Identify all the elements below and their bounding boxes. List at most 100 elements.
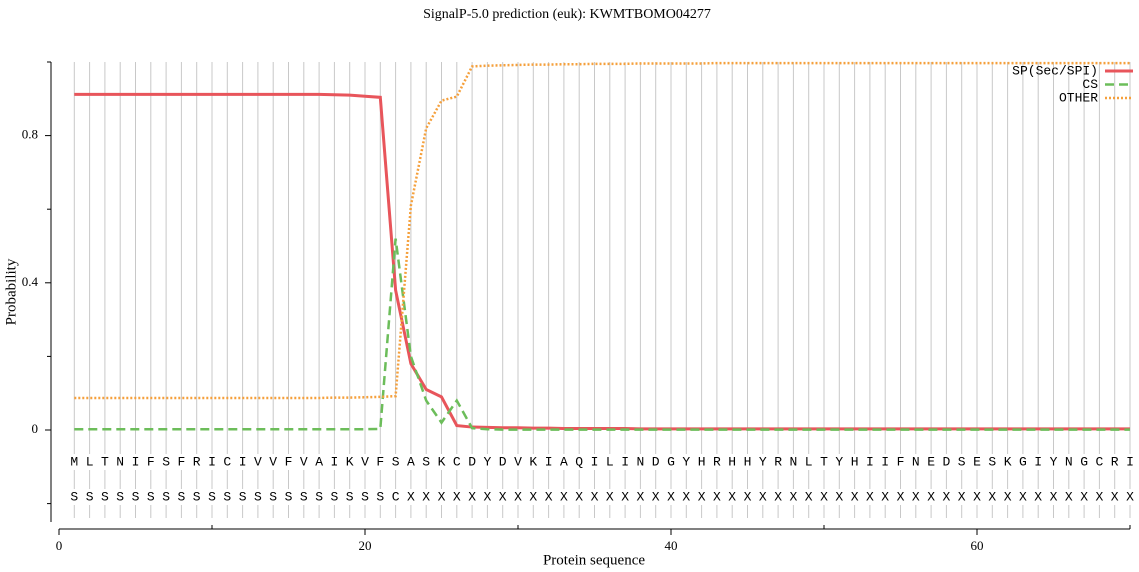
text-bg — [161, 489, 172, 505]
text-bg — [696, 454, 707, 470]
y-axis-label: Probability — [3, 258, 19, 325]
text-bg — [711, 489, 722, 505]
text-bg — [864, 454, 875, 470]
residue: Y — [483, 454, 491, 469]
residue-label: X — [1004, 489, 1012, 504]
text-bg — [99, 454, 110, 470]
series-line — [74, 92, 1130, 431]
text-bg — [283, 454, 294, 470]
text-bg — [237, 489, 248, 505]
residue: R — [193, 454, 201, 469]
residue: A — [315, 454, 323, 469]
y-tick-label: 0.8 — [22, 127, 38, 142]
residue-label: X — [545, 489, 553, 504]
residue-label: S — [239, 489, 247, 504]
text-bg — [436, 489, 447, 505]
residue-label: X — [453, 489, 461, 504]
text-bg — [543, 489, 554, 505]
text-bg — [1094, 489, 1105, 505]
text-bg — [941, 489, 952, 505]
residue-label: X — [973, 489, 981, 504]
residue: N — [789, 454, 797, 469]
residue: G — [667, 454, 675, 469]
text-bg — [727, 454, 738, 470]
residue: Q — [575, 454, 583, 469]
text-bg — [1033, 454, 1044, 470]
residue: I — [1126, 454, 1134, 469]
residue-label: X — [988, 489, 996, 504]
text-bg — [910, 454, 921, 470]
residue-label: X — [851, 489, 859, 504]
text-bg — [972, 489, 982, 505]
residue: S — [958, 454, 966, 469]
residue-label: X — [881, 489, 889, 504]
text-bg — [773, 454, 784, 470]
text-bg — [482, 454, 493, 470]
residue-label: X — [636, 489, 644, 504]
text-bg — [99, 489, 110, 505]
residue: K — [1004, 454, 1012, 469]
residue: I — [239, 454, 247, 469]
residue-label: X — [912, 489, 920, 504]
text-bg — [987, 489, 998, 505]
legend-label: SP(Sec/SPI) — [1012, 63, 1098, 78]
residue-label: X — [560, 489, 568, 504]
residue: M — [70, 454, 78, 469]
text-bg — [528, 454, 539, 470]
residue: Y — [759, 454, 767, 469]
text-bg — [880, 454, 891, 470]
residue-label: S — [361, 489, 369, 504]
text-bg — [1125, 489, 1135, 505]
text-bg — [849, 454, 860, 470]
text-bg — [681, 489, 692, 505]
text-bg — [375, 454, 386, 470]
residue: G — [1080, 454, 1088, 469]
residue-label: X — [1126, 489, 1134, 504]
residue-label: X — [866, 489, 874, 504]
text-bg — [436, 454, 447, 470]
text-bg — [941, 454, 952, 470]
text-bg — [1125, 454, 1135, 470]
residue: H — [851, 454, 859, 469]
text-bg — [314, 454, 325, 470]
residue: R — [1111, 454, 1119, 469]
text-bg — [161, 454, 172, 470]
text-bg — [1048, 454, 1059, 470]
text-bg — [283, 489, 294, 505]
residue: D — [468, 454, 476, 469]
y-tick-label: 0.4 — [22, 274, 39, 289]
text-bg — [574, 454, 585, 470]
residue-label: X — [774, 489, 782, 504]
text-bg — [451, 489, 462, 505]
residue: N — [1065, 454, 1073, 469]
text-bg — [543, 454, 554, 470]
text-bg — [742, 489, 753, 505]
residue: L — [606, 454, 614, 469]
residue: I — [866, 454, 874, 469]
text-bg — [910, 489, 921, 505]
residue: F — [376, 454, 384, 469]
text-bg — [1063, 489, 1074, 505]
text-bg — [467, 454, 478, 470]
residue-label: S — [70, 489, 78, 504]
residue: I — [621, 454, 629, 469]
text-bg — [84, 454, 95, 470]
text-bg — [1079, 454, 1090, 470]
residue-label: X — [897, 489, 905, 504]
text-bg — [803, 454, 814, 470]
text-bg — [1109, 454, 1120, 470]
text-bg — [1002, 489, 1013, 505]
residue-label: X — [1095, 489, 1103, 504]
residue-label: X — [652, 489, 660, 504]
residue: F — [285, 454, 293, 469]
residue: I — [132, 454, 140, 469]
residue-label: C — [392, 489, 400, 504]
residue: I — [208, 454, 216, 469]
text-bg — [176, 489, 187, 505]
residue-label: X — [698, 489, 706, 504]
text-bg — [864, 489, 875, 505]
residue-label: S — [147, 489, 155, 504]
text-bg — [207, 489, 217, 505]
residue: N — [912, 454, 920, 469]
residue: H — [744, 454, 752, 469]
